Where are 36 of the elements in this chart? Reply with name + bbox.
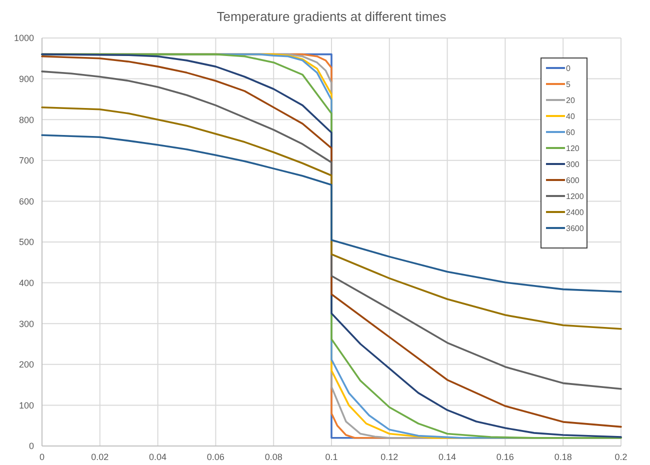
x-tick-label: 0.16	[496, 452, 514, 462]
y-tick-label: 300	[18, 318, 34, 329]
legend-label: 600	[566, 176, 580, 185]
x-tick-label: 0	[39, 452, 45, 462]
legend-label: 2400	[566, 208, 584, 217]
x-tick-label: 0.1	[325, 452, 338, 462]
y-tick-label: 600	[18, 196, 34, 206]
legend-label: 60	[566, 128, 576, 137]
y-tick-label: 0	[28, 441, 34, 452]
x-tick-label: 0.14	[438, 452, 456, 462]
x-tick-label: 0.08	[264, 452, 282, 462]
legend-label: 40	[566, 112, 576, 121]
legend-label: 120	[566, 144, 580, 153]
y-tick-label: 900	[18, 74, 34, 84]
line-series	[41, 134, 622, 293]
x-tick-label: 0.2	[614, 452, 628, 462]
legend-label: 0	[566, 64, 571, 73]
x-tick-label: 0.18	[554, 452, 572, 462]
y-tick-label: 500	[18, 237, 34, 248]
legend-label: 3600	[566, 224, 584, 233]
legend-label: 20	[566, 96, 576, 105]
y-tick-label: 700	[18, 156, 34, 166]
y-tick-label: 100	[18, 400, 34, 410]
legend-label: 5	[566, 80, 571, 89]
legend-label: 1200	[566, 192, 584, 201]
x-tick-label: 0.06	[206, 452, 224, 462]
chart-title: Temperature gradients at different times	[216, 9, 447, 24]
y-tick-label: 800	[18, 114, 34, 125]
line-series	[41, 106, 622, 330]
y-tick-label: 400	[18, 278, 34, 288]
y-tick-label: 200	[18, 360, 34, 370]
x-tick-label: 0.02	[91, 452, 109, 462]
legend-label: 300	[566, 160, 580, 169]
y-tick-label: 1000	[14, 33, 34, 44]
x-tick-label: 0.12	[380, 452, 398, 462]
x-tick-label: 0.04	[149, 452, 167, 462]
